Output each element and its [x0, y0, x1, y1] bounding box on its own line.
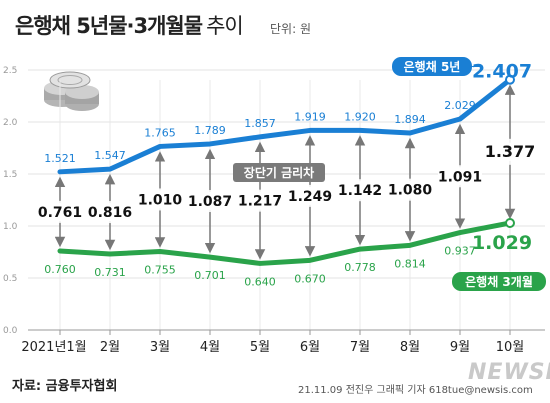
spread-label-bg — [438, 167, 482, 186]
x-tick-label: 2021년1월 — [21, 340, 86, 355]
x-tick-label: 6월 — [300, 340, 320, 355]
spread-label-bg — [238, 191, 282, 210]
credit-note: 21.11.09 전진우 그래픽 기자 618tue@newsis.com — [298, 385, 533, 396]
chart-title: 은행채 5년물·3개월물 추이 — [15, 10, 244, 40]
series-point-label: 0.760 — [44, 263, 76, 276]
spread-label-bg — [88, 203, 132, 222]
y-tick-label: 0.5 — [3, 274, 17, 284]
series-point-label: 1.919 — [294, 110, 326, 123]
series-tag-3m — [452, 272, 546, 291]
series-point-label: 1.789 — [194, 124, 226, 137]
series-point-label: 0.701 — [194, 269, 226, 282]
series-point-label: 1.857 — [244, 117, 276, 130]
chart-title-main: 은행채 5년물·3개월물 — [15, 14, 203, 38]
series-point-label: 1.765 — [144, 126, 176, 139]
spread-label-bg — [338, 181, 382, 200]
spread-value-label: 0.761 — [38, 205, 82, 221]
spread-label-bg — [488, 142, 532, 161]
spread-value-label: 1.080 — [388, 183, 433, 199]
spread-value-label: 0.816 — [88, 205, 132, 221]
spread-label-bg — [288, 186, 332, 205]
spread-value-label: 1.142 — [338, 183, 382, 199]
x-tick-label: 3월 — [150, 340, 170, 355]
watermark: NEWSIS — [468, 360, 550, 385]
series-point-label: 0.937 — [444, 245, 476, 258]
series-line-3m — [57, 220, 513, 266]
x-tick-label: 7월 — [350, 340, 370, 355]
series-point-label: 0.814 — [394, 257, 426, 270]
spread-legend-label: 장단기 금리차 — [244, 165, 314, 180]
spread-value-label: 1.010 — [138, 192, 183, 208]
series-tag-5y — [392, 57, 472, 76]
series-tag-3m-label: 은행채 3개월 — [465, 274, 533, 289]
series-point-label: 0.778 — [344, 261, 376, 274]
x-tick-label: 5월 — [250, 340, 270, 355]
spread-legend-box — [233, 163, 325, 182]
series-point-label: 1.521 — [44, 152, 76, 165]
spread-value-label: 1.217 — [238, 194, 282, 210]
series-point-label: 0.755 — [144, 263, 176, 276]
x-tick-label: 10월 — [496, 340, 525, 355]
series-last-value: 2.407 — [472, 61, 532, 83]
spread-value-label: 1.249 — [288, 189, 332, 205]
series-line-5y — [57, 77, 513, 175]
y-tick-label: 0.0 — [3, 326, 18, 336]
spread-label-bg — [188, 192, 232, 211]
x-tick-label: 8월 — [400, 340, 420, 355]
y-tick-label: 1.0 — [3, 222, 18, 232]
x-tick-label: 4월 — [200, 340, 220, 355]
spread-label-bg — [388, 180, 432, 199]
series-point-label: 1.920 — [344, 110, 376, 123]
series-point-label: 0.640 — [244, 275, 276, 288]
y-tick-label: 2.0 — [3, 118, 18, 128]
series-point-label: 0.731 — [94, 266, 126, 279]
series-point-label: 2.029 — [444, 99, 476, 112]
series-last-value: 1.029 — [472, 232, 532, 254]
spread-label-bg — [38, 202, 82, 221]
series-tag-5y-label: 은행채 5년 — [404, 59, 461, 74]
y-tick-label: 1.5 — [3, 170, 17, 180]
chart-title-sub: 추이 — [206, 14, 244, 38]
spread-value-label: 1.087 — [188, 194, 232, 210]
series-end-point — [505, 74, 515, 85]
spread-label-bg — [138, 190, 182, 209]
series-point-label: 1.547 — [94, 149, 126, 162]
y-tick-label: 2.5 — [3, 66, 17, 76]
series-point-label: 1.894 — [394, 113, 426, 126]
x-tick-label: 2월 — [100, 340, 120, 355]
unit-label: 단위: 원 — [270, 22, 311, 36]
spread-value-label: 1.091 — [438, 169, 482, 185]
series-end-point — [505, 217, 515, 228]
spread-value-label: 1.377 — [485, 142, 536, 161]
series-point-label: 0.670 — [294, 272, 326, 285]
source-note: 자료: 금융투자협회 — [12, 379, 118, 394]
x-tick-label: 9월 — [450, 340, 470, 355]
coin-stack-icon — [44, 71, 99, 111]
